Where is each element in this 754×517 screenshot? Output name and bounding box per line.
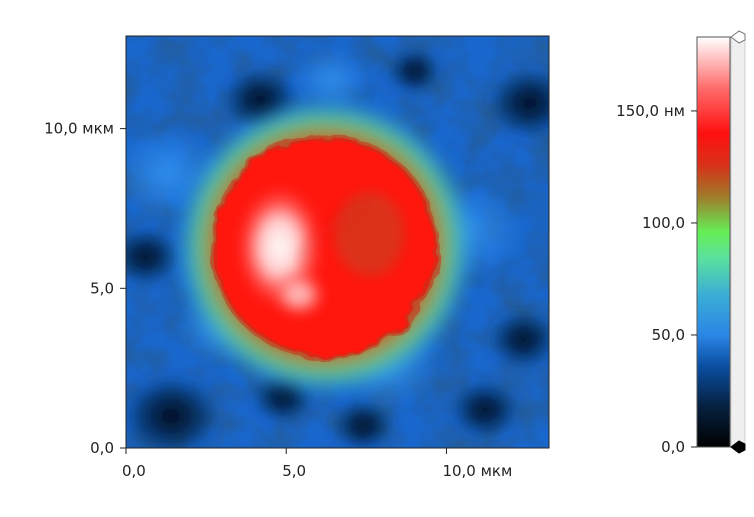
colorbar-gradient (696, 36, 731, 448)
colorbar-slider-track[interactable] (730, 36, 746, 448)
colorbar-max-handle[interactable] (730, 30, 746, 44)
surface-spot-3 (487, 67, 549, 139)
y-tick-label-1: 5,0 (90, 279, 114, 297)
surface-spot-6 (126, 227, 180, 286)
surface-spot-13 (292, 48, 370, 113)
bump-crease (298, 203, 366, 263)
colorbar-tick-label-1: 50,0 (652, 326, 685, 344)
y-axis: 0,0 5,0 10,0 мкм (44, 120, 126, 457)
colorbar-tick-label-2: 100,0 (642, 214, 685, 232)
colorbar-min-handle[interactable] (730, 440, 746, 454)
colorbar-tick-label-3: 150,0 нм (616, 102, 685, 120)
surface-spot-8 (450, 380, 520, 439)
colorbar-tick-label-0: 0,0 (661, 438, 685, 456)
y-tick-label-2: 10,0 мкм (44, 120, 114, 138)
surface-spot-1 (126, 374, 221, 448)
surface-spot-4 (488, 310, 549, 369)
heatmap-bump-feature (178, 101, 471, 393)
x-axis: 0,0 5,0 10,0 мкм (122, 448, 512, 480)
bump-secondary-highlight (271, 271, 327, 318)
heatmap-plot-area (126, 36, 549, 448)
colorbar: 0,0 50,0 100,0 150,0 нм (616, 30, 746, 456)
surface-spot-5 (387, 48, 442, 94)
x-tick-label-1: 5,0 (282, 462, 306, 480)
colorbar-ticks: 0,0 50,0 100,0 150,0 нм (616, 102, 697, 456)
bump-shaded-region (334, 191, 405, 277)
plot-frame (125, 35, 550, 449)
bump-edge (210, 134, 439, 360)
y-tick-label-0: 0,0 (90, 439, 114, 457)
surface-spot-7 (332, 400, 394, 448)
x-tick-label-2: 10,0 мкм (442, 462, 512, 480)
x-tick-label-0: 0,0 (122, 462, 146, 480)
